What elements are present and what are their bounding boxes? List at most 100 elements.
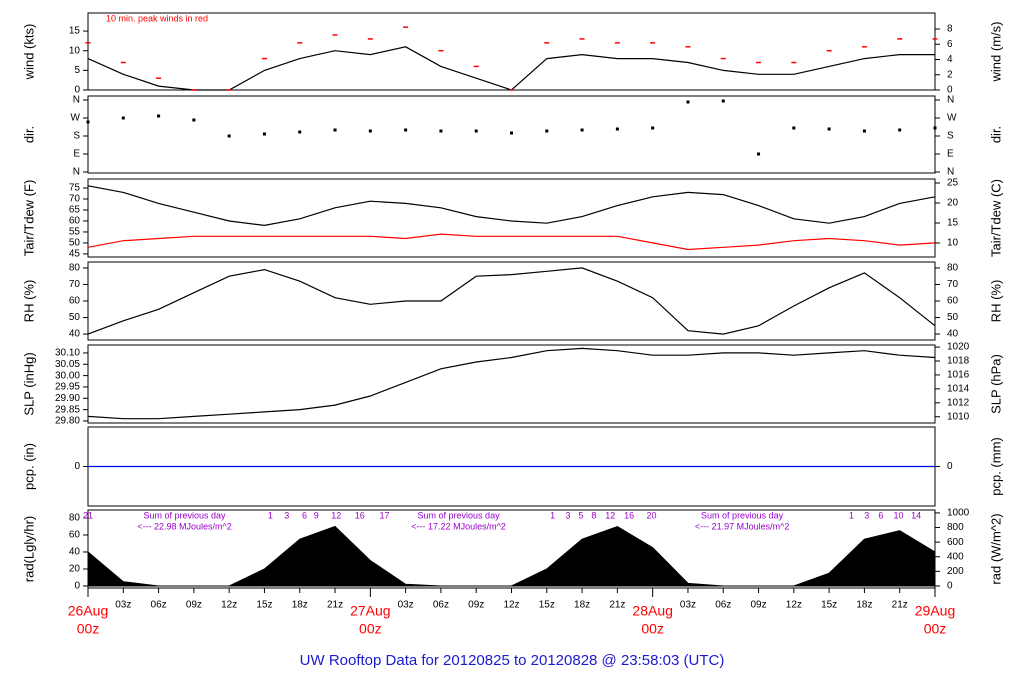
y-tick-label: 65 [69,205,81,216]
y2-tick-label: W [947,113,957,124]
x-major-sublabel: 00z [359,621,382,637]
daily-sum-value: <--- 21.97 MJoules/m^2 [695,521,790,531]
y-tick-label: 29.85 [55,404,80,415]
x-tick-label: 12z [503,600,519,611]
hour-label: 3 [864,510,869,520]
x-tick-label: 15z [821,600,837,611]
y-tick-label: 0 [74,581,80,592]
panel-frame [87,12,936,91]
y2-tick-label: 1014 [947,384,970,395]
y2-tick-label: S [947,131,954,142]
direction-point [474,129,478,133]
series-line [87,233,936,251]
direction-point [898,128,902,132]
y2-tick-label: 50 [947,312,959,323]
hour-label: 16 [624,510,634,520]
direction-point [545,129,549,133]
hour-label: 8 [591,510,596,520]
y-tick-label: 20 [69,564,81,575]
direction-point [615,127,619,131]
hour-label: 1 [849,510,854,520]
y2-tick-label: 8 [947,24,953,35]
x-tick-label: 18z [856,600,872,611]
x-tick-label: 21z [892,600,908,611]
y-tick-label: 60 [69,296,81,307]
direction-point [157,114,161,118]
direction-point [827,127,831,131]
x-major-sublabel: 00z [924,621,947,637]
panel-frame [87,261,936,341]
daily-sum-value: <--- 17.22 MJoules/m^2 [411,521,506,531]
hour-label: 6 [878,510,883,520]
y-axis-label: RH (%) [21,280,36,323]
daily-sum-heading: Sum of previous day [143,510,226,520]
y2-tick-label: 800 [947,522,964,533]
y2-tick-label: E [947,149,954,160]
direction-point [121,116,125,120]
x-tick-label: 09z [468,600,484,611]
y2-tick-label: 80 [947,263,959,274]
series-line [87,267,936,335]
direction-point [262,132,266,136]
y-tick-label: 0 [74,85,80,96]
y2-axis-label: RH (%) [988,280,1003,323]
y-axis-label: Tair/Tdew (F) [21,180,36,257]
x-major-label: 28Aug [632,603,672,619]
x-tick-label: 18z [574,600,590,611]
direction-point [298,130,302,134]
hour-label: 12 [331,510,341,520]
y-tick-label: 0 [74,461,80,472]
x-tick-label: 18z [292,600,308,611]
daily-sum-heading: Sum of previous day [701,510,784,520]
hour-label: 14 [911,510,921,520]
series-line [87,46,935,91]
y2-tick-label: 15 [947,218,959,229]
y-tick-label: 40 [69,547,81,558]
series-line [87,185,936,227]
x-tick-label: 12z [221,600,237,611]
y-tick-label: 60 [69,530,81,541]
y-tick-label: W [71,113,81,124]
y2-tick-label: 6 [947,39,953,50]
x-tick-label: 15z [256,600,272,611]
hour-label: 17 [379,510,389,520]
y2-tick-label: 1010 [947,411,970,422]
y-axis-label: rad(Lgly/hr) [21,516,36,582]
hour-label: 5 [578,510,583,520]
hour-label: 3 [565,510,570,520]
x-tick-label: 06z [715,600,731,611]
y2-axis-label: dir. [988,126,1003,143]
y2-tick-label: 1016 [947,370,970,381]
hour-label: 21 [83,510,93,520]
y2-tick-label: 0 [947,461,953,472]
y2-tick-label: 200 [947,566,964,577]
y-tick-label: 70 [69,194,81,205]
y-tick-label: N [73,95,80,106]
direction-point [686,100,690,104]
y2-axis-label: rad (W/m^2) [988,513,1003,584]
y-tick-label: 75 [69,183,81,194]
y-tick-label: 29.95 [55,382,80,393]
y2-tick-label: 40 [947,329,959,340]
y-tick-label: 80 [69,263,81,274]
y-tick-label: 10 [69,45,81,56]
y-tick-label: 30.05 [55,359,80,370]
y-tick-label: 45 [69,249,81,260]
x-tick-label: 03z [680,600,696,611]
x-major-label: 26Aug [68,603,108,619]
y-tick-label: 30.00 [55,370,80,381]
annotation: 10 min. peak winds in red [106,13,208,23]
direction-point [192,118,196,122]
y-tick-label: 29.80 [55,416,80,427]
y-axis-label: pcp. (in) [21,443,36,490]
y-tick-label: 40 [69,329,81,340]
y-tick-label: 29.90 [55,393,80,404]
y-tick-label: 70 [69,279,81,290]
y2-tick-label: N [947,95,954,106]
radiation-area [87,525,936,587]
x-major-sublabel: 00z [641,621,664,637]
y-tick-label: S [73,131,80,142]
hour-label: 6 [302,510,307,520]
hour-label: 1 [268,510,273,520]
panel-frame [87,178,936,258]
